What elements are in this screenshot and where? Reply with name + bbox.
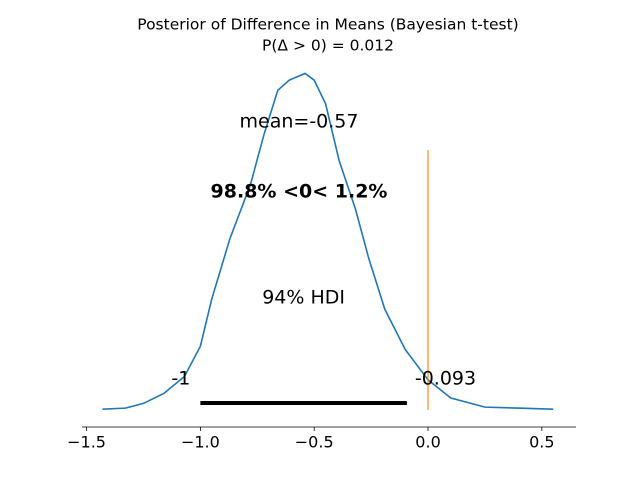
x-tick-label: 0.5 — [529, 433, 554, 452]
mean-label: mean=-0.57 — [240, 111, 359, 133]
hdi-lower-label: -1 — [171, 368, 190, 390]
hdi-upper-label: -0.093 — [415, 368, 476, 390]
chart-subtitle: P(Δ > 0) = 0.012 — [262, 37, 394, 55]
hdi-label: 94% HDI — [262, 287, 345, 309]
chart-title: Posterior of Difference in Means (Bayesi… — [137, 16, 518, 34]
x-tick-label: 0.0 — [415, 433, 440, 452]
x-tick-label: −0.5 — [295, 433, 334, 452]
reference-label: 98.8% <0< 1.2% — [211, 181, 388, 203]
x-tick-label: −1.5 — [67, 433, 106, 452]
x-tick-label: −1.0 — [181, 433, 220, 452]
